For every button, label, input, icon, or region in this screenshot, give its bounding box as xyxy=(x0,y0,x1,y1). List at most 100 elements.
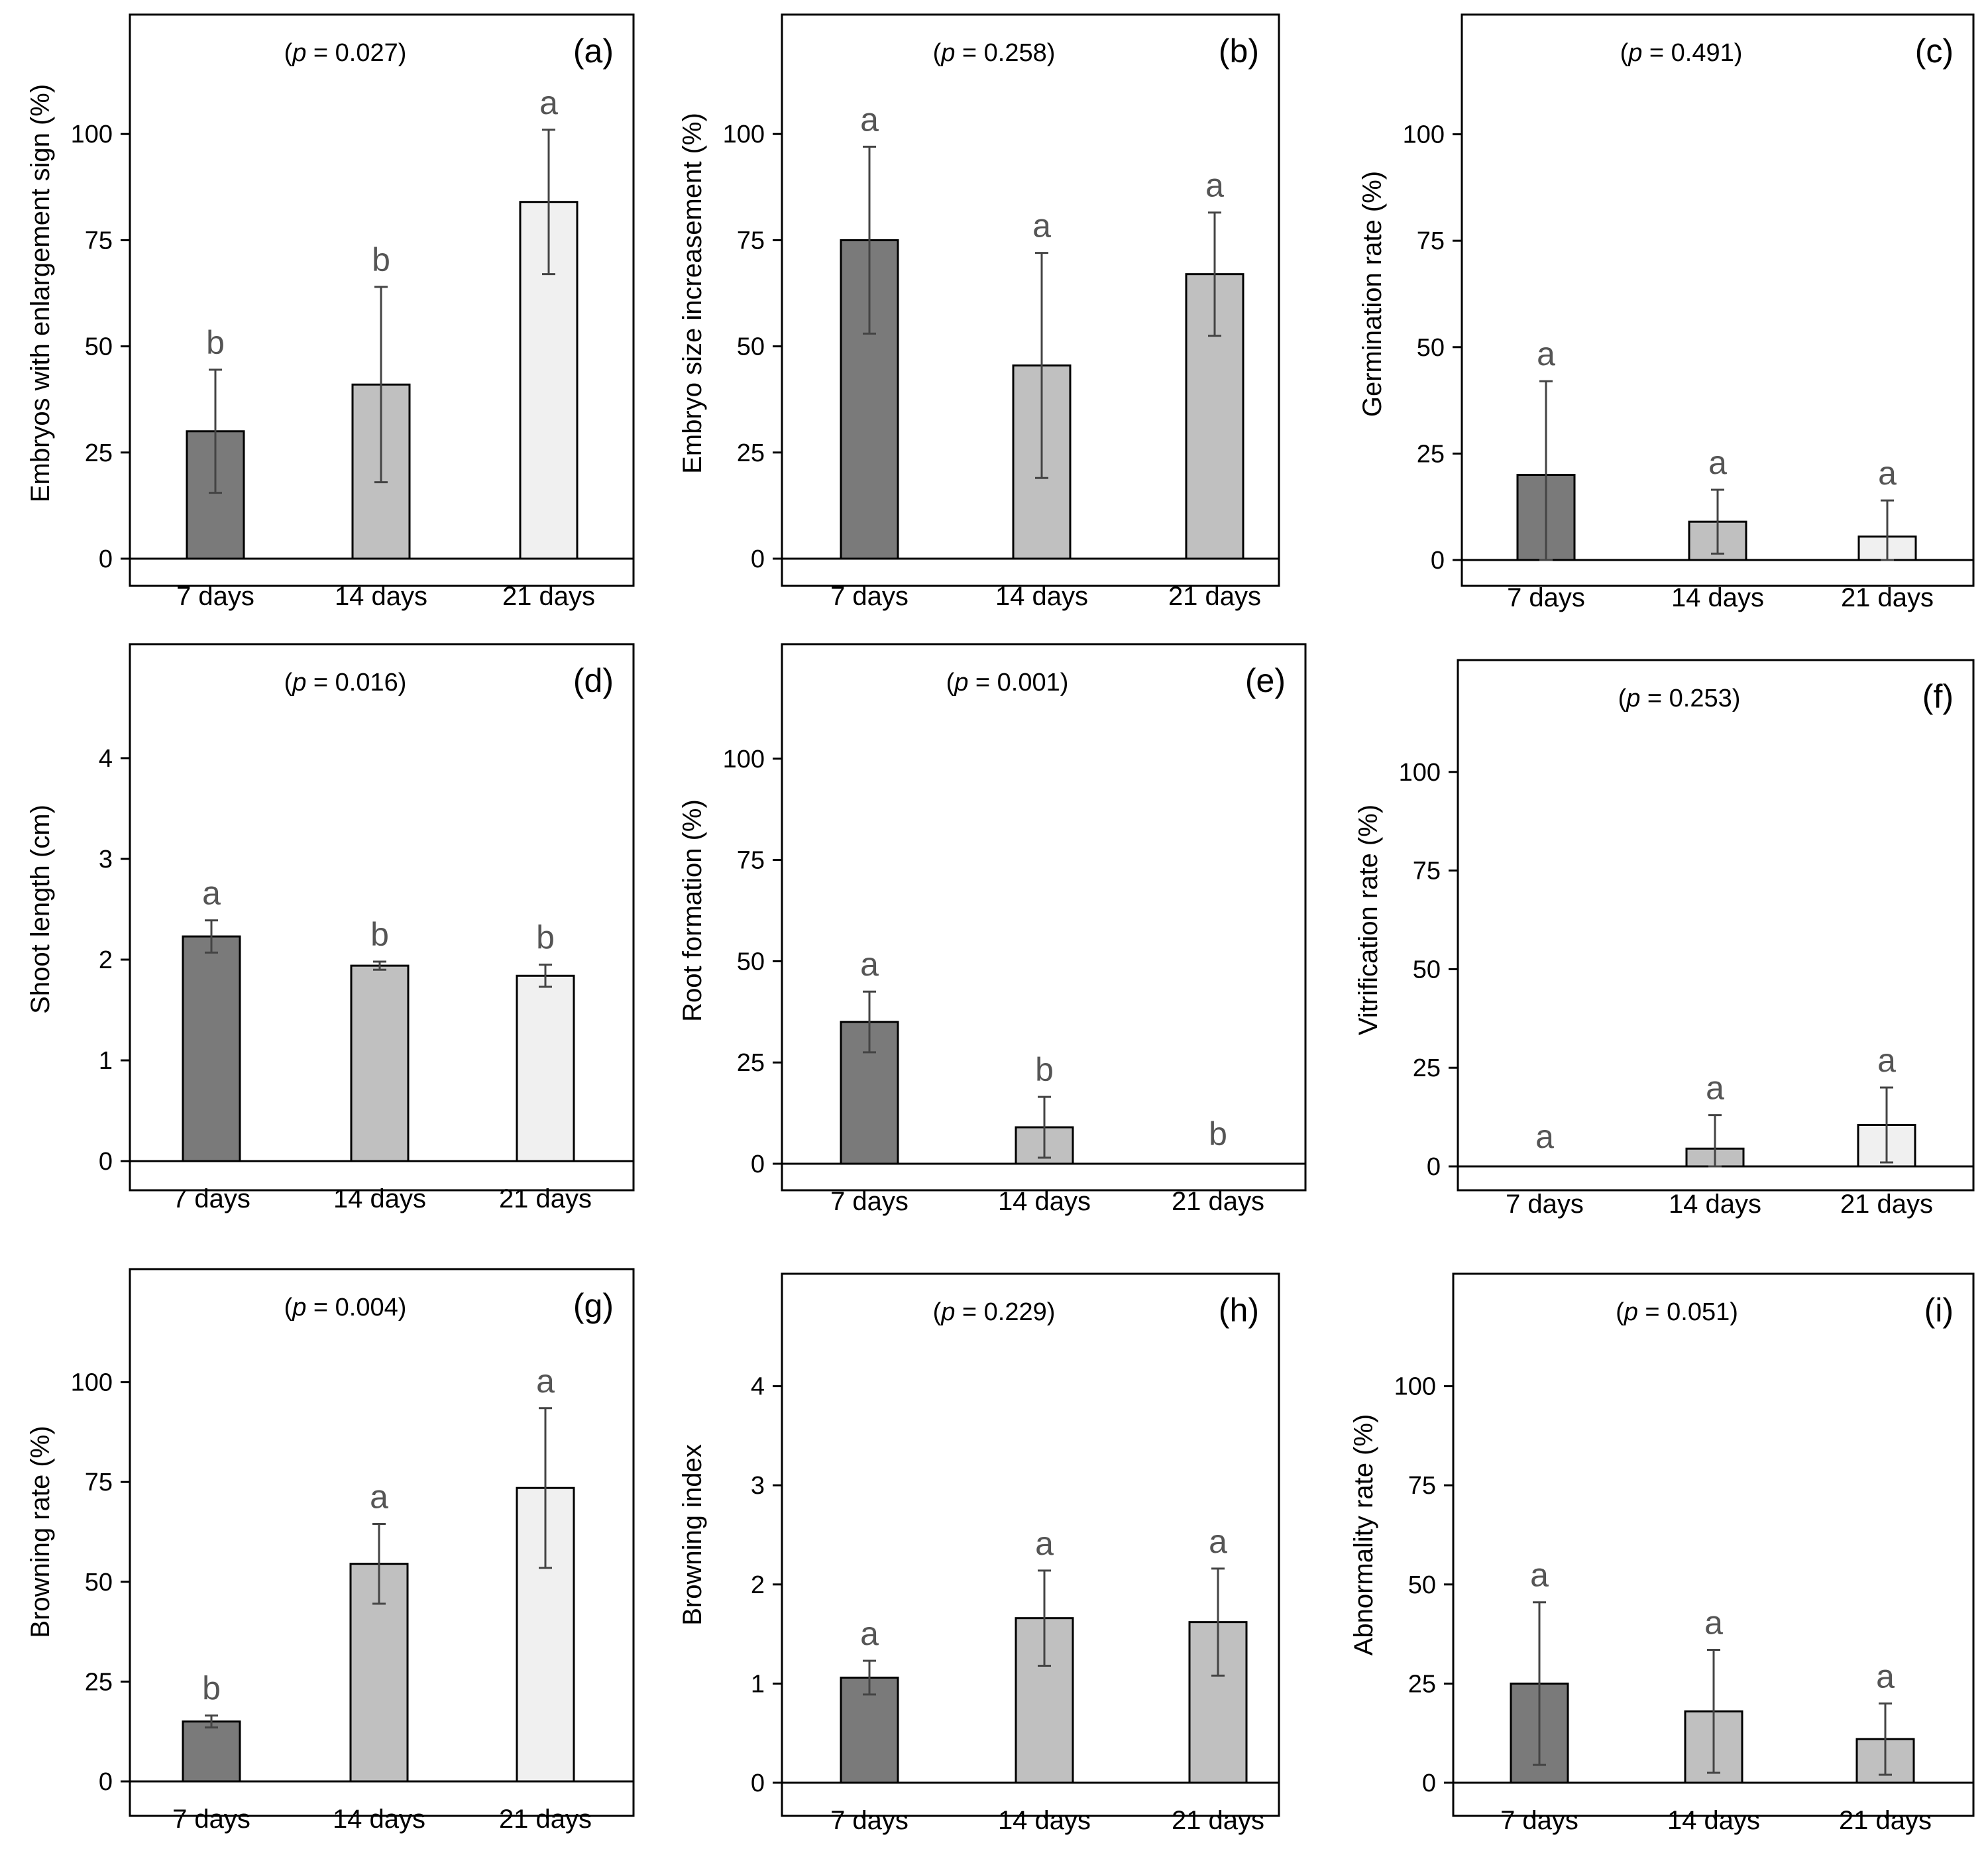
significance-letter: a xyxy=(1035,1525,1054,1562)
p-value-annotation: (p = 0.004) xyxy=(284,1294,407,1321)
y-tick-label: 50 xyxy=(1417,334,1445,362)
y-axis-label: Embryo size increasement (%) xyxy=(678,113,707,474)
p-value-annotation: (p = 0.258) xyxy=(933,39,1056,67)
y-tick-label: 2 xyxy=(99,946,113,974)
significance-letter: a xyxy=(1878,455,1897,492)
category-label: 21 days xyxy=(1168,582,1261,611)
chart-panel-g: 0 25 50 75 100 Browning rate (%) b 7 days a 14 da… xyxy=(26,1269,634,1834)
y-tick-label: 0 xyxy=(99,1148,113,1176)
y-tick-label: 50 xyxy=(85,1569,113,1597)
category-label: 7 days xyxy=(172,1805,250,1834)
significance-letter: a xyxy=(1876,1657,1895,1695)
y-tick-label: 100 xyxy=(723,746,765,773)
y-tick-label: 4 xyxy=(751,1373,765,1401)
significance-letter: a xyxy=(202,875,221,912)
y-tick-label: 25 xyxy=(1408,1670,1436,1698)
panel-label: (a) xyxy=(573,32,614,70)
significance-letter: a xyxy=(370,1478,388,1515)
y-tick-label: 100 xyxy=(1394,1373,1436,1401)
significance-letter: a xyxy=(1530,1557,1549,1594)
y-tick-label: 0 xyxy=(1427,1153,1441,1181)
y-tick-label: 75 xyxy=(85,227,113,254)
significance-letter: b xyxy=(1035,1051,1054,1088)
figure: 0255075100Embryos with enlargement sign … xyxy=(0,0,1988,1849)
significance-letter: a xyxy=(1032,207,1051,245)
chart-panel-d: 0 1 2 3 4 Shoot length (cm) a 7 days b 14 days b 21… xyxy=(26,644,634,1213)
chart-panel-f: 0 25 50 75 100 Vitrification rate (%) a 7 days a… xyxy=(1354,660,1973,1219)
y-tick-label: 1 xyxy=(751,1670,765,1698)
panel-label: (d) xyxy=(573,662,614,699)
category-label: 14 days xyxy=(333,1805,425,1834)
y-tick-label: 50 xyxy=(737,333,765,361)
bar-7-days xyxy=(183,1722,240,1781)
y-tick-label: 25 xyxy=(1417,440,1445,468)
category-label: 21 days xyxy=(499,1805,592,1834)
y-tick-label: 50 xyxy=(737,948,765,976)
significance-letter: a xyxy=(1708,444,1727,481)
y-tick-label: 2 xyxy=(751,1571,765,1599)
significance-letter: a xyxy=(1537,335,1555,372)
category-label: 21 days xyxy=(1839,1806,1932,1835)
chart-panel-i: 0 25 50 75 100 Abnormality rate (%) a 7 days a 14… xyxy=(1349,1274,1973,1835)
y-tick-label: 75 xyxy=(737,847,765,875)
significance-letter: a xyxy=(1205,167,1224,204)
category-label: 7 days xyxy=(830,1187,909,1216)
panel-label: (e) xyxy=(1245,662,1286,699)
panel-label: (f) xyxy=(1922,678,1954,715)
p-value-annotation: (p = 0.491) xyxy=(1620,39,1743,67)
y-tick-label: 25 xyxy=(85,1668,113,1696)
p-value-annotation: (p = 0.253) xyxy=(1618,685,1741,712)
y-tick-label: 0 xyxy=(751,1769,765,1797)
p-value-annotation: (p = 0.027) xyxy=(284,39,407,67)
y-tick-label: 100 xyxy=(71,121,113,148)
category-label: 14 days xyxy=(998,1806,1091,1835)
chart-panel-h: 0 1 2 3 4 Browning index a 7 days a 14 days a 21 da… xyxy=(678,1274,1279,1835)
category-label: 7 days xyxy=(1507,583,1585,612)
panel-label: (h) xyxy=(1219,1292,1259,1329)
y-axis-label: Root formation (%) xyxy=(678,799,707,1022)
significance-letter: a xyxy=(860,946,879,983)
category-label: 7 days xyxy=(1500,1806,1578,1835)
panel-label: (b) xyxy=(1219,32,1259,70)
y-tick-label: 0 xyxy=(751,1150,765,1178)
category-label: 7 days xyxy=(1506,1190,1584,1219)
p-value-annotation: (p = 0.001) xyxy=(946,669,1069,697)
panel-label: (g) xyxy=(573,1287,614,1324)
category-label: 14 days xyxy=(335,582,427,611)
y-tick-label: 3 xyxy=(751,1472,765,1500)
chart-panel-e: 0 25 50 75 100 Root formation (%) a 7 days b 14 d… xyxy=(678,644,1305,1216)
category-label: 21 days xyxy=(499,1184,592,1213)
y-tick-label: 75 xyxy=(1417,227,1445,255)
bar-21-days xyxy=(517,976,574,1161)
y-tick-label: 25 xyxy=(737,1049,765,1077)
category-label: 14 days xyxy=(333,1184,426,1213)
y-tick-label: 100 xyxy=(71,1369,113,1397)
category-label: 7 days xyxy=(830,582,909,611)
y-tick-label: 75 xyxy=(1413,858,1441,885)
bar-14-days xyxy=(351,966,408,1161)
p-value-annotation: (p = 0.229) xyxy=(933,1298,1056,1326)
chart-panel-c: 0 25 50 75 100 Germination rate (%) a 7 days a 14… xyxy=(1358,15,1973,612)
y-tick-label: 0 xyxy=(1422,1769,1436,1797)
chart-panel-b: 0255075100Embryo size increasement (%) a7… xyxy=(678,15,1279,611)
p-value-annotation: (p = 0.016) xyxy=(284,669,407,697)
significance-letter: a xyxy=(1706,1070,1724,1107)
y-axis-label: Embryos with enlargement sign (%) xyxy=(26,84,55,502)
significance-letter: a xyxy=(1704,1604,1723,1642)
significance-letter: b xyxy=(206,324,225,361)
y-tick-label: 3 xyxy=(99,846,113,873)
y-tick-label: 100 xyxy=(1399,759,1441,787)
y-tick-label: 50 xyxy=(85,333,113,361)
y-axis-label: Browning index xyxy=(678,1444,707,1626)
significance-letter: b xyxy=(202,1670,221,1707)
y-tick-label: 0 xyxy=(99,545,113,573)
y-axis-label: Vitrification rate (%) xyxy=(1354,805,1383,1035)
category-label: 21 days xyxy=(1840,1190,1933,1219)
significance-letter: a xyxy=(1209,1523,1227,1560)
significance-letter: a xyxy=(1535,1118,1554,1155)
y-tick-label: 100 xyxy=(1403,121,1445,149)
chart-panel-a: 0 25 50 75 100 Embryos with enlargement sign … xyxy=(26,15,634,611)
p-value-annotation: (p = 0.051) xyxy=(1616,1298,1738,1326)
significance-letter: a xyxy=(539,84,558,121)
panel-label: (i) xyxy=(1924,1292,1954,1329)
